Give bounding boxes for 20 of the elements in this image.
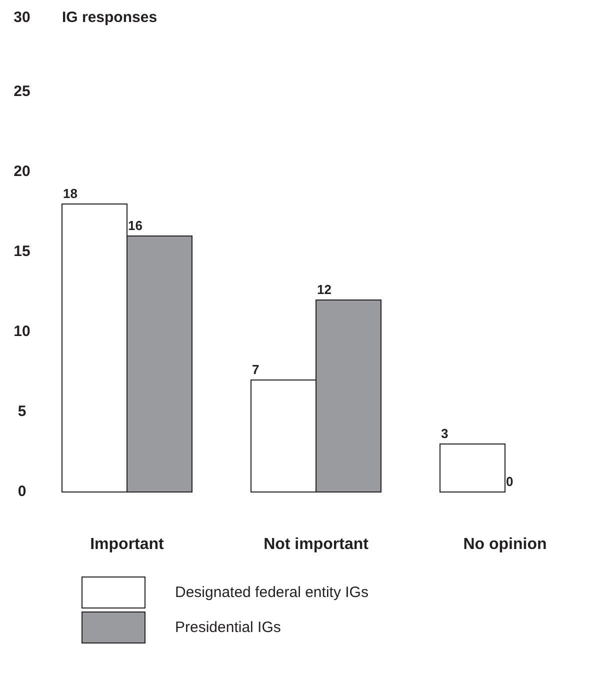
- data-label: 3: [441, 426, 448, 441]
- y-tick-label: 20: [14, 162, 30, 180]
- y-tick-label: 5: [18, 402, 26, 420]
- data-label: 16: [128, 218, 142, 233]
- bar: [440, 444, 506, 492]
- x-tick-label: Important: [90, 536, 165, 554]
- y-tick-label: 15: [14, 242, 30, 260]
- data-label: 7: [252, 362, 260, 377]
- data-label: 18: [63, 186, 78, 201]
- y-tick-label: 10: [14, 322, 30, 340]
- legend-label: Designated federal entity IGs: [175, 584, 368, 601]
- data-label: 12: [317, 282, 332, 297]
- data-label: 0: [506, 474, 514, 489]
- y-tick-label: 0: [18, 482, 26, 500]
- y-tick-label: 25: [14, 82, 30, 100]
- legend-label: Presidential IGs: [175, 618, 281, 636]
- y-axis-title: IG responses: [62, 8, 158, 26]
- y-tick-label: 30: [14, 8, 30, 26]
- x-tick-label: Not important: [264, 536, 370, 554]
- x-tick-label: No opinion: [463, 536, 547, 554]
